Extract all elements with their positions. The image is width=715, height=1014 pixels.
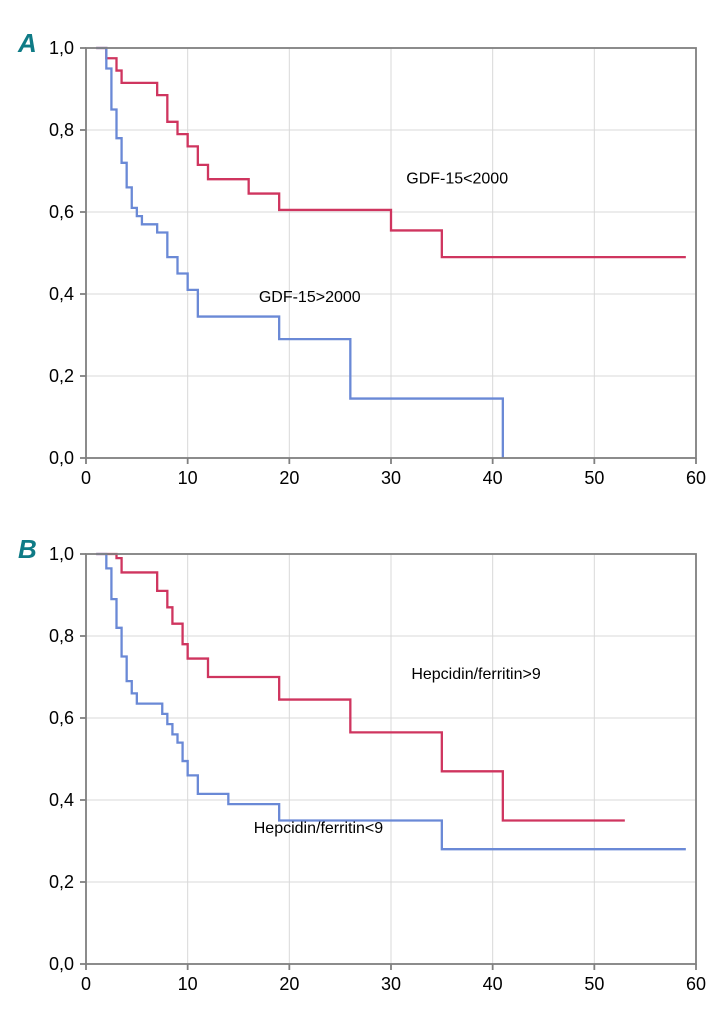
chart-a: GDF-15<2000 GDF-15>2000 0 10 20 30 40 50 60 0,0 0,…: [8, 38, 708, 498]
series-label: Hepcidin/ferritin>9: [411, 666, 541, 683]
ytick-label: 0,2: [49, 366, 74, 386]
xtick-label: 30: [381, 974, 401, 994]
figure-container: AGDF-15<2000GDF-15>200001020304050600,00…: [0, 0, 715, 1014]
ytick-label: 0,6: [49, 202, 74, 222]
chart-b: Hepcidin/ferritin>9 Hepcidin/ferritin<9 0 1…: [8, 544, 708, 1004]
xtick-label: 40: [483, 468, 503, 488]
xtick-label: 30: [381, 468, 401, 488]
xtick-label: 50: [584, 974, 604, 994]
ytick-label: 0,0: [49, 448, 74, 468]
series-line: [96, 554, 625, 821]
ytick-label: 0,8: [49, 120, 74, 140]
ytick-label: 0,8: [49, 626, 74, 646]
series-label: GDF-15<2000: [406, 170, 508, 187]
xtick-label: 20: [279, 974, 299, 994]
series-label: GDF-15>2000: [259, 289, 361, 306]
ytick-label: 0,0: [49, 954, 74, 974]
xtick-label: 10: [178, 974, 198, 994]
xtick-label: 60: [686, 974, 706, 994]
xtick-label: 0: [81, 974, 91, 994]
xtick-label: 0: [81, 468, 91, 488]
ytick-label: 0,4: [49, 790, 74, 810]
ytick-label: 1,0: [49, 544, 74, 564]
xtick-label: 40: [483, 974, 503, 994]
series-label: Hepcidin/ferritin<9: [254, 820, 384, 837]
ytick-label: 1,0: [49, 38, 74, 58]
xtick-label: 10: [178, 468, 198, 488]
ytick-label: 0,6: [49, 708, 74, 728]
xtick-label: 50: [584, 468, 604, 488]
xtick-label: 20: [279, 468, 299, 488]
xtick-label: 60: [686, 468, 706, 488]
ytick-label: 0,2: [49, 872, 74, 892]
ytick-label: 0,4: [49, 284, 74, 304]
